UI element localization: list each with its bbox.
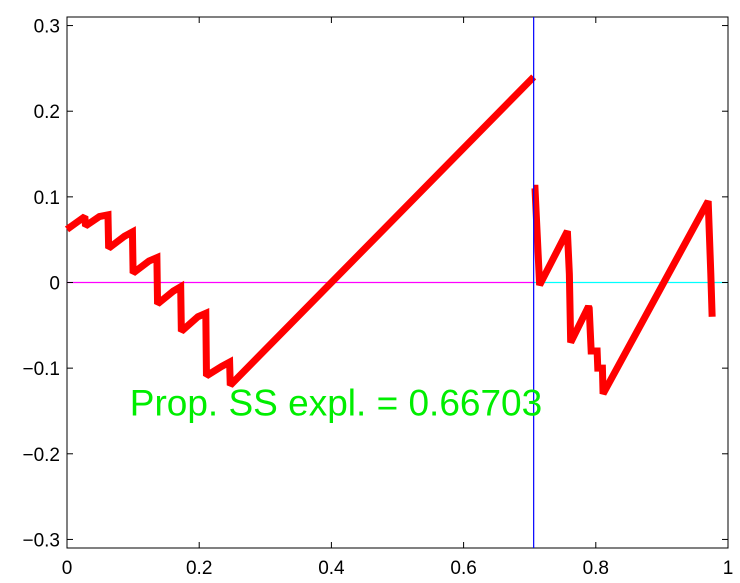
x-tick-label: 0.4 — [318, 558, 345, 579]
x-tick-label: 0.2 — [186, 558, 212, 579]
y-axis: −0.3 −0.2 −0.1 0 0.1 0.2 0.3 — [22, 17, 728, 551]
annotation-text: Prop. SS expl. = 0.66703 — [130, 382, 542, 423]
y-tick-label: 0.3 — [34, 17, 60, 38]
y-tick-label: −0.2 — [22, 445, 60, 466]
series-line-1 — [64, 74, 537, 388]
x-tick-label: 0 — [62, 558, 73, 579]
x-tick-label: 0.8 — [583, 558, 609, 579]
x-tick-label: 0.6 — [450, 558, 476, 579]
x-tick-label: 1 — [723, 558, 734, 579]
y-tick-label: 0.2 — [34, 102, 60, 123]
x-axis: 0 0.2 0.4 0.6 0.8 1 — [62, 17, 734, 579]
y-tick-label: 0 — [49, 274, 60, 295]
y-tick-label: −0.1 — [22, 359, 60, 380]
y-tick-label: −0.3 — [22, 530, 60, 551]
series-layer — [64, 74, 716, 396]
series-line-2 — [531, 184, 716, 396]
y-tick-label: 0.1 — [34, 188, 60, 209]
